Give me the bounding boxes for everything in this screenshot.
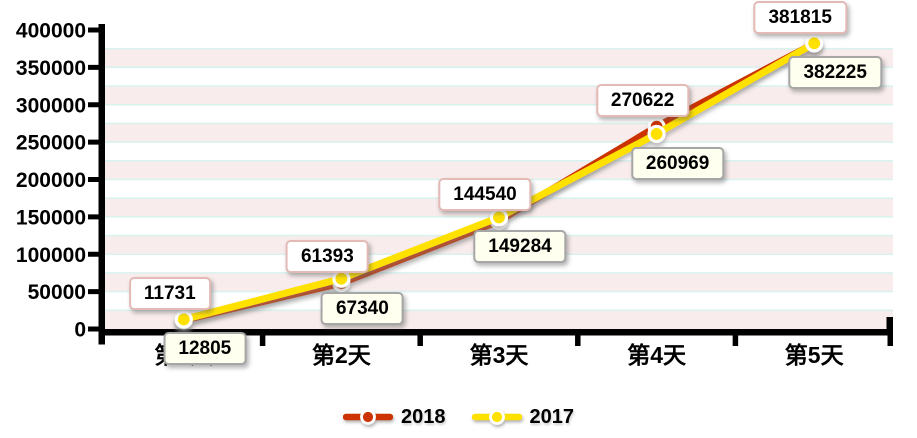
x-axis-tick (732, 335, 739, 346)
plot-band (105, 67, 893, 87)
plot-band (105, 291, 893, 311)
x-axis-line (98, 329, 893, 336)
plot-band (105, 310, 893, 329)
gridline (105, 141, 893, 143)
y-axis-line (98, 24, 105, 336)
plot-band (105, 30, 893, 49)
value-label-2017-point-5: 382225 (788, 56, 882, 90)
y-axis-tick (88, 177, 99, 182)
y-axis-tick (88, 214, 99, 220)
legend-marker-2017-icon (471, 409, 522, 425)
gridline (105, 272, 893, 274)
gridline (105, 47, 893, 50)
value-label-2017-point-3: 149284 (473, 230, 567, 264)
gridline (105, 290, 893, 293)
marker-2017-point-5[interactable] (805, 34, 824, 53)
value-label-2018-point-3: 144540 (438, 177, 532, 211)
plot-band (105, 123, 893, 143)
legend-label-2017: 2017 (529, 405, 575, 428)
y-axis-tick (88, 289, 99, 295)
x-axis-tick (259, 335, 266, 346)
value-label-2018-point-2: 61393 (285, 240, 369, 274)
value-label-2018-point-1: 11731 (128, 277, 211, 311)
x-axis-tick (417, 335, 423, 346)
x-axis-tick (98, 335, 105, 345)
y-axis-tick (88, 102, 99, 108)
y-axis-label: 200000 (16, 169, 86, 192)
x-axis-end-hook (886, 317, 893, 329)
y-axis-label: 150000 (16, 206, 86, 229)
gridline (105, 104, 893, 106)
value-label-2017-point-2: 67340 (320, 291, 404, 325)
value-label-2018-point-5: 381815 (753, 0, 847, 34)
x-axis-label: 第4天 (627, 342, 687, 368)
y-axis-tick (88, 27, 99, 33)
y-axis-label: 300000 (16, 94, 86, 117)
legend-item-2018[interactable]: 2018 (343, 406, 446, 429)
y-axis-label: 0 (74, 319, 86, 342)
x-axis-label: 第5天 (785, 342, 845, 368)
value-label-2018-point-4: 270622 (595, 83, 690, 117)
value-label-2017-point-4: 260969 (630, 146, 725, 180)
gridline (105, 309, 893, 312)
legend-item-2017[interactable]: 2017 (471, 405, 575, 429)
x-axis-tick (575, 335, 581, 346)
y-axis-tick (88, 251, 99, 257)
y-axis-label: 250000 (16, 132, 86, 155)
gridline (105, 85, 893, 87)
plot-band (105, 48, 893, 68)
plot-band (105, 86, 893, 105)
x-axis-tick (887, 335, 893, 346)
y-axis-tick (88, 326, 99, 332)
y-axis-tick (88, 64, 99, 70)
legend-marker-2018-icon (343, 409, 393, 425)
legend-label-2018: 2018 (401, 405, 446, 428)
y-axis-label: 400000 (16, 20, 86, 43)
y-axis-label: 100000 (16, 244, 86, 267)
gridline (105, 160, 893, 162)
gridline (105, 122, 893, 125)
marker-2017-point-1[interactable] (174, 310, 193, 329)
y-axis-label: 350000 (16, 57, 86, 80)
x-axis-label: 第2天 (312, 342, 372, 368)
chart-legend: 2018 2017 (0, 400, 917, 434)
marker-2017-point-4[interactable] (647, 124, 666, 144)
y-axis-tick (88, 139, 99, 145)
value-label-2017-point-1: 12805 (163, 332, 247, 366)
y-axis-label: 50000 (28, 281, 86, 304)
x-axis-label: 第3天 (470, 342, 530, 368)
gridline (105, 66, 893, 69)
